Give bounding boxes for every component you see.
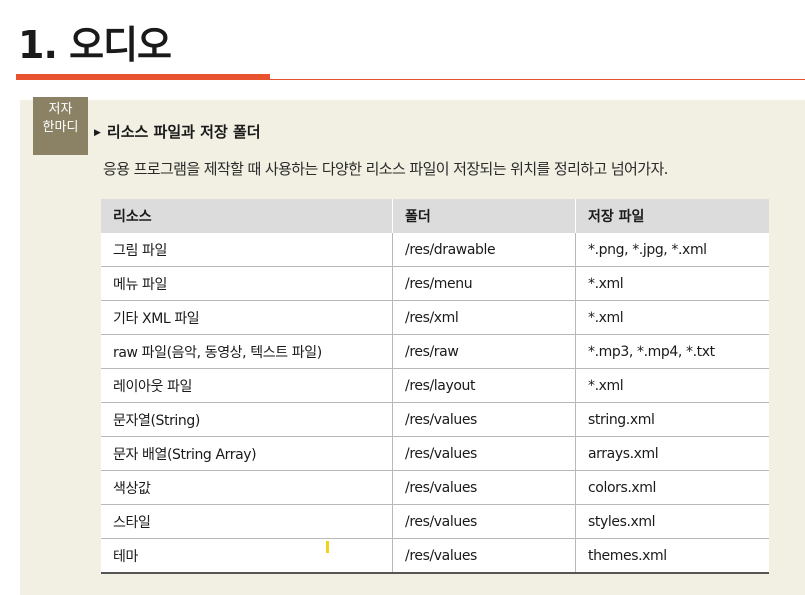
cell-resource: 색상값 [101, 470, 393, 505]
section-subheading: ▶ 리소스 파일과 저장 폴더 [94, 121, 261, 142]
cell-folder: /res/values [392, 402, 576, 437]
cell-folder: /res/layout [392, 368, 576, 403]
author-note-tag: 저자 한마디 [33, 97, 88, 155]
cell-resource: 메뉴 파일 [101, 266, 393, 301]
table-row: raw 파일(음악, 동영상, 텍스트 파일) /res/raw *.mp3, … [101, 334, 769, 369]
text-cursor-marker [326, 541, 329, 553]
table-row: 문자 배열(String Array) /res/values arrays.x… [101, 436, 769, 471]
cell-folder: /res/values [392, 436, 576, 471]
table-row: 기타 XML 파일 /res/xml *.xml [101, 300, 769, 335]
table-row: 테마 /res/values themes.xml [101, 538, 769, 574]
cell-resource: 스타일 [101, 504, 393, 539]
cell-resource: 그림 파일 [101, 233, 393, 267]
cell-files: *.xml [575, 266, 769, 301]
table-row: 문자열(String) /res/values string.xml [101, 402, 769, 437]
resource-table: 리소스 폴더 저장 파일 그림 파일 /res/drawable *.png, … [101, 199, 769, 574]
page-title: 1. 오디오 [18, 23, 172, 67]
description-text: 응용 프로그램을 제작할 때 사용하는 다양한 리소스 파일이 저장되는 위치를… [103, 160, 668, 178]
cell-resource: 레이아웃 파일 [101, 368, 393, 403]
cell-files: themes.xml [575, 538, 769, 574]
table-header-row: 리소스 폴더 저장 파일 [101, 199, 769, 233]
header-saved-file: 저장 파일 [575, 199, 769, 233]
cell-folder: /res/values [392, 504, 576, 539]
cell-files: arrays.xml [575, 436, 769, 471]
author-tag-line1: 저자 [48, 102, 73, 117]
author-tag-line2: 한마디 [42, 120, 79, 135]
cell-folder: /res/raw [392, 334, 576, 369]
triangle-bullet-icon: ▶ [94, 128, 101, 138]
cell-resource: 테마 [101, 538, 393, 574]
cell-files: *.xml [575, 368, 769, 403]
table-row: 메뉴 파일 /res/menu *.xml [101, 266, 769, 301]
title-underline-accent [16, 74, 270, 80]
subheading-text: 리소스 파일과 저장 폴더 [106, 123, 261, 141]
cell-files: string.xml [575, 402, 769, 437]
cell-files: *.png, *.jpg, *.xml [575, 233, 769, 267]
header-folder: 폴더 [392, 199, 576, 233]
cell-resource: raw 파일(음악, 동영상, 텍스트 파일) [101, 334, 393, 369]
cell-folder: /res/values [392, 470, 576, 505]
cell-files: *.mp3, *.mp4, *.txt [575, 334, 769, 369]
cell-folder: /res/menu [392, 266, 576, 301]
table-row: 그림 파일 /res/drawable *.png, *.jpg, *.xml [101, 233, 769, 267]
cell-files: styles.xml [575, 504, 769, 539]
cell-folder: /res/xml [392, 300, 576, 335]
cell-resource: 기타 XML 파일 [101, 300, 393, 335]
cell-resource: 문자 배열(String Array) [101, 436, 393, 471]
cell-files: colors.xml [575, 470, 769, 505]
title-underline-rule [270, 79, 805, 80]
cell-folder: /res/values [392, 538, 576, 574]
header-resource: 리소스 [101, 199, 393, 233]
cell-folder: /res/drawable [392, 233, 576, 267]
cell-files: *.xml [575, 300, 769, 335]
table-row: 스타일 /res/values styles.xml [101, 504, 769, 539]
cell-resource: 문자열(String) [101, 402, 393, 437]
table-row: 레이아웃 파일 /res/layout *.xml [101, 368, 769, 403]
table-row: 색상값 /res/values colors.xml [101, 470, 769, 505]
